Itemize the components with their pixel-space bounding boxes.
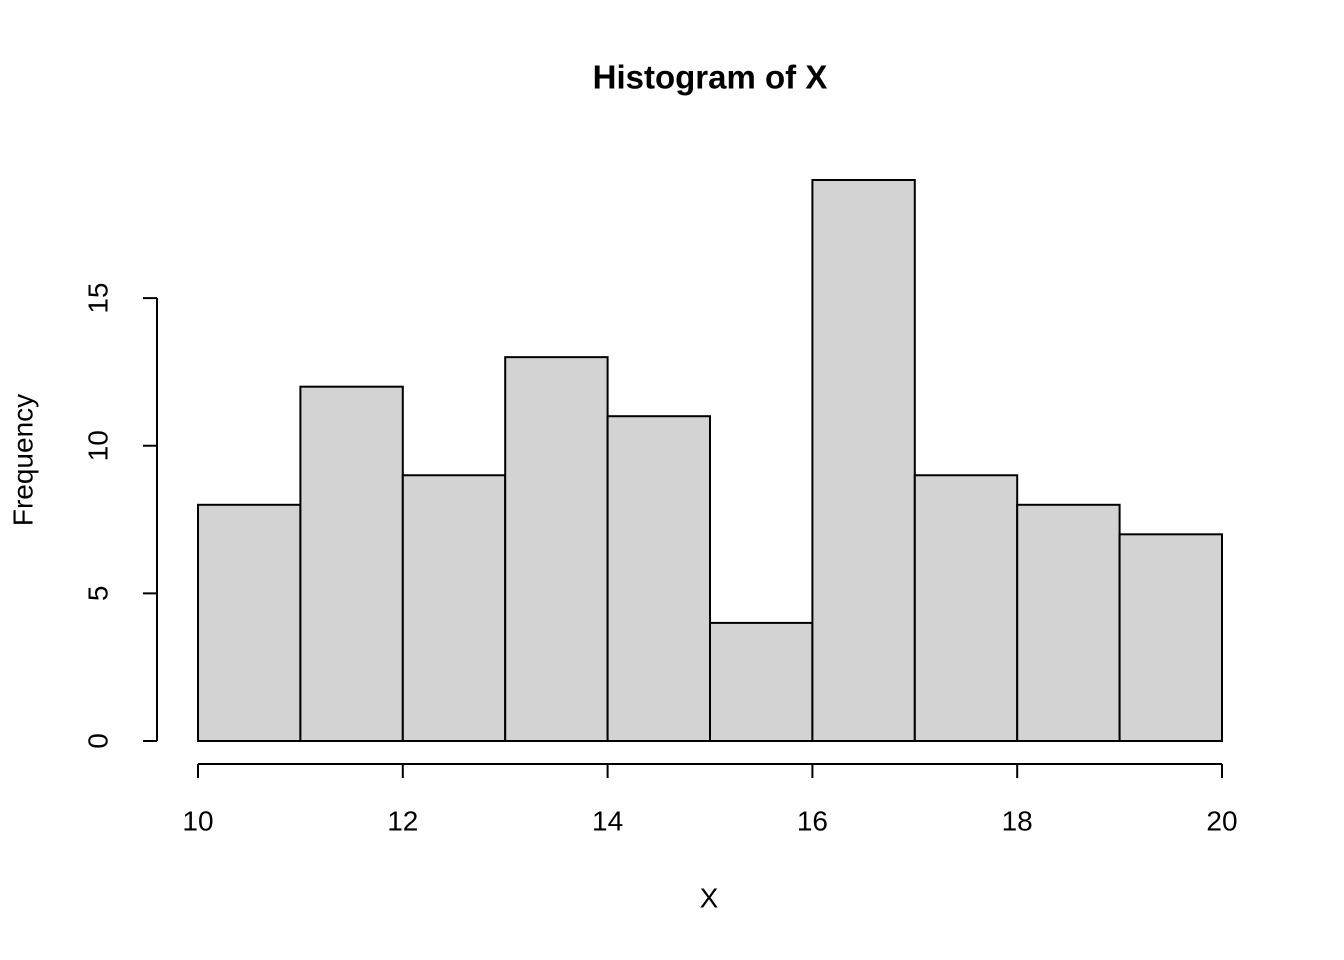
- bar: [197, 503, 302, 742]
- bar: [299, 385, 404, 742]
- y-tick-label: 0: [82, 733, 113, 749]
- bar: [1016, 503, 1121, 742]
- bar: [504, 356, 609, 742]
- y-tick-label: 10: [82, 430, 113, 461]
- y-tick-label: 5: [82, 586, 113, 602]
- x-tick-label: 10: [182, 805, 213, 836]
- x-tick-label: 16: [797, 805, 828, 836]
- bar: [606, 415, 711, 742]
- bar: [1118, 533, 1223, 742]
- x-tick-label: 18: [1002, 805, 1033, 836]
- y-tick-label: 15: [82, 283, 113, 314]
- bar: [401, 474, 507, 742]
- bar: [913, 474, 1019, 742]
- x-tick-label: 14: [592, 805, 623, 836]
- bar: [811, 179, 916, 742]
- y-axis-label: Frequency: [7, 394, 38, 526]
- x-tick-label: 20: [1206, 805, 1237, 836]
- x-tick-label: 12: [387, 805, 418, 836]
- bar: [709, 621, 814, 742]
- chart-title: Histogram of X: [593, 59, 828, 96]
- x-axis-label: X: [700, 882, 719, 913]
